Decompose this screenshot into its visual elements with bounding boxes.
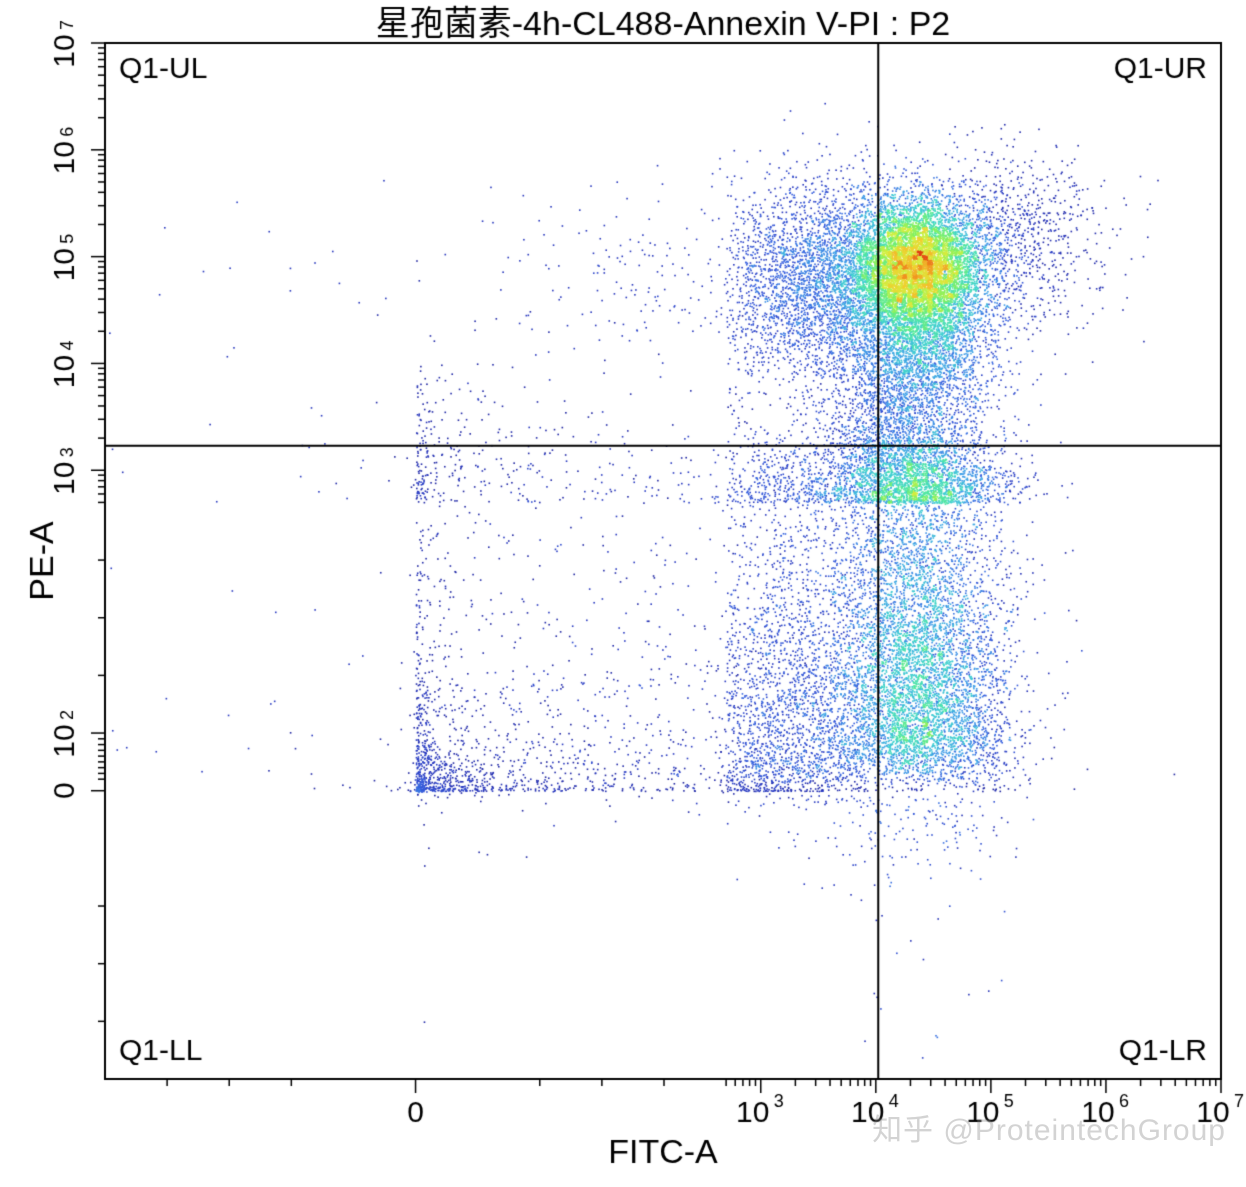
scatter-canvas bbox=[0, 0, 1246, 1187]
flow-cytometry-plot: 知乎 @ProteintechGroup bbox=[0, 0, 1246, 1187]
